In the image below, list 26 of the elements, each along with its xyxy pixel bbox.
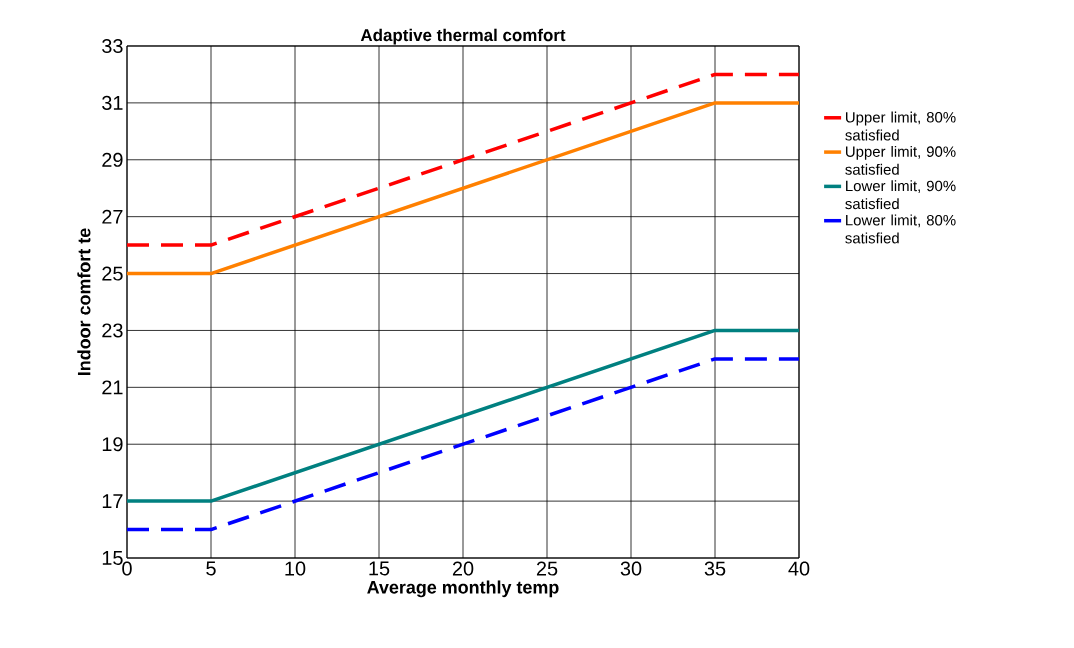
y-tick-label: 19 (102, 437, 123, 452)
x-tick-label: 40 (788, 561, 810, 576)
y-tick-label: 25 (102, 266, 123, 281)
x-tick-label: 15 (369, 561, 390, 576)
y-tick-label: 15 (102, 551, 123, 565)
legend-label: Upper limit, 80% satisfied (845, 111, 956, 141)
legend-label: Lower limit, 80% satisfied (845, 214, 956, 244)
y-tick-label: 23 (102, 323, 123, 338)
x-tick-label: 30 (620, 561, 642, 576)
x-tick-label: 20 (452, 561, 474, 576)
x-tick-label: 10 (285, 561, 306, 576)
legend-label: Upper limit, 90% satisfied (845, 145, 956, 175)
x-tick-label: 35 (704, 561, 726, 576)
x-axis-title: Average monthly temp (367, 580, 559, 598)
legend-label: Lower limit, 90% satisfied (845, 180, 956, 210)
y-axis-title: Indoor comfort te (77, 228, 91, 376)
y-tick-label: 27 (102, 209, 123, 224)
y-tick-label: 21 (102, 380, 123, 395)
chart-title: Adaptive thermal comfort (360, 28, 566, 45)
x-tick-label: 5 (206, 561, 216, 576)
y-tick-label: 31 (102, 95, 123, 110)
x-tick-label: 0 (122, 561, 132, 576)
y-tick-label: 29 (102, 152, 123, 167)
y-tick-label: 33 (102, 38, 123, 54)
y-tick-label: 17 (102, 494, 123, 508)
x-tick-label: 25 (536, 561, 558, 576)
